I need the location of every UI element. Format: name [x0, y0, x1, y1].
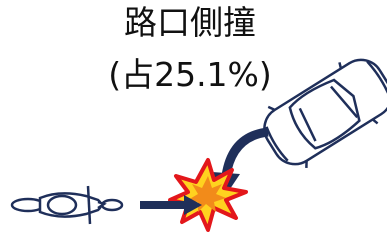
title: 路口側撞	[124, 3, 256, 42]
car	[253, 46, 387, 177]
page: 路口側撞 (占25.1%) (() => { const data = JSON…	[0, 0, 387, 240]
scooter	[12, 186, 122, 224]
diagram: 路口側撞 (占25.1%)	[0, 0, 387, 240]
subtitle: (占25.1%)	[108, 55, 272, 94]
